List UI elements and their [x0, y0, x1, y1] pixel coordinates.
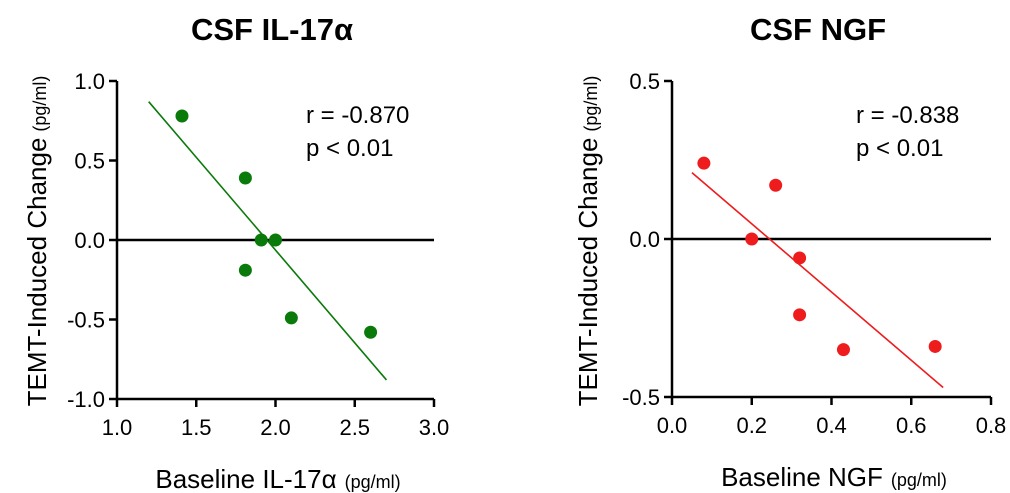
- il17-plot-area: 1.0 0.5 0.0 -0.5 -1.0 1.0 1.5 2.0 2.5 3.0: [67, 69, 449, 440]
- ngf-data-point: [793, 251, 807, 265]
- ngf-x-tick-label: 0.2: [736, 413, 767, 438]
- il17-x-tick-label: 1.0: [102, 415, 133, 440]
- il17-data-point: [238, 263, 252, 277]
- il17-x-tick-label: 2.0: [260, 415, 291, 440]
- il17-data-point: [175, 109, 189, 123]
- ngf-x-tick-label: 0.0: [657, 413, 688, 438]
- il17-data-point: [284, 311, 298, 325]
- il17-y-axis-label: TEMT-Induced Change (pg/ml): [22, 76, 52, 407]
- il17-y-axis-title: TEMT-Induced Change: [22, 138, 52, 407]
- ngf-y-tick-label: 0.5: [629, 69, 660, 94]
- il17-x-axis-label: Baseline IL-17α (pg/ml): [155, 464, 400, 493]
- il17-y-tick-label: -0.5: [67, 308, 105, 333]
- ngf-x-tick-label: 0.8: [976, 413, 1007, 438]
- il17-data-point: [238, 171, 252, 185]
- ngf-y-axis-unit: (pg/ml): [581, 76, 601, 132]
- il17-y-tick-label: -1.0: [67, 387, 105, 412]
- il17-y-tick-label: 0.5: [74, 149, 105, 174]
- ngf-y-tick-label: 0.0: [629, 227, 660, 252]
- ngf-data-point: [697, 156, 711, 170]
- ngf-regression-line: [691, 172, 944, 389]
- il17-r-value: r = -0.870: [306, 102, 409, 129]
- il17-x-axis-unit: (pg/ml): [345, 472, 401, 492]
- il17-y-axis-unit: (pg/ml): [30, 76, 50, 132]
- ngf-x-tick-label: 0.4: [816, 413, 847, 438]
- ngf-p-value: p < 0.01: [856, 135, 943, 162]
- ngf-y-axis-label: TEMT-Induced Change (pg/ml): [573, 76, 603, 407]
- ngf-data-point: [769, 178, 783, 192]
- il17-data-point: [364, 325, 378, 339]
- ngf-y-tick-label: -0.5: [622, 385, 660, 410]
- il17-data-point: [269, 233, 282, 247]
- ngf-data-point: [836, 343, 850, 357]
- ngf-data-point: [928, 339, 942, 353]
- ngf-x-axis-unit: (pg/ml): [891, 470, 947, 490]
- il17-x-axis-title: Baseline IL-17α: [155, 464, 336, 493]
- ngf-plot-area: 0.5 0.0 -0.5 0.0 0.2 0.4 0.6 0.8: [622, 69, 1006, 438]
- ngf-x-axis-label: Baseline NGF (pg/ml): [721, 462, 947, 492]
- il17-y-tick-label: 0.0: [74, 228, 105, 253]
- ngf-x-tick-label: 0.6: [896, 413, 927, 438]
- il17-x-tick-label: 1.5: [181, 415, 212, 440]
- ngf-data-point: [745, 232, 759, 246]
- ngf-x-axis-title: Baseline NGF: [721, 462, 883, 492]
- ngf-panel: CSF NGF TEMT-Induced Change (pg/ml) Basel…: [573, 12, 1006, 492]
- il17-panel: CSF IL-17α TEMT-Induced Change (pg/ml) Ba…: [22, 12, 449, 493]
- il17-data-point: [254, 233, 268, 247]
- il17-p-value: p < 0.01: [306, 135, 393, 162]
- ngf-y-axis-title: TEMT-Induced Change: [573, 138, 603, 407]
- ngf-r-value: r = -0.838: [856, 102, 959, 129]
- il17-x-tick-label: 3.0: [419, 415, 450, 440]
- il17-y-tick-label: 1.0: [74, 69, 105, 94]
- ngf-chart-title: CSF NGF: [750, 12, 886, 47]
- il17-x-tick-label: 2.5: [339, 415, 370, 440]
- ngf-data-point: [793, 308, 807, 322]
- il17-chart-title: CSF IL-17α: [191, 12, 353, 47]
